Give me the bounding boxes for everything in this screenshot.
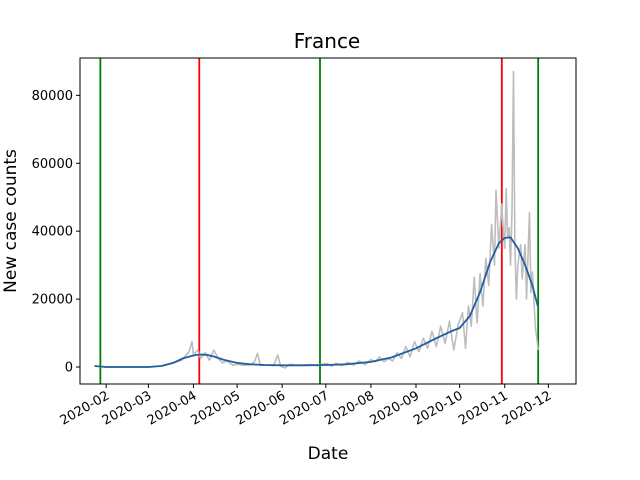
y-tick-label: 20000 xyxy=(32,293,73,308)
x-tick-label: 2020-09 xyxy=(367,388,422,428)
y-axis: 0 20000 40000 60000 80000 xyxy=(32,89,80,376)
x-tick-label: 2020-12 xyxy=(500,388,555,428)
x-tick-label: 2020-08 xyxy=(322,388,377,428)
y-tick-label: 40000 xyxy=(32,225,73,240)
x-tick-label: 2020-05 xyxy=(189,388,244,428)
x-tick-label: 2020-10 xyxy=(411,388,466,428)
y-tick-label: 0 xyxy=(65,361,73,376)
series-line-1 xyxy=(94,236,540,368)
chart-title: France xyxy=(294,29,361,53)
vertical-markers xyxy=(99,58,540,384)
plot-frame xyxy=(79,57,577,385)
x-axis-label: Date xyxy=(308,444,349,464)
y-axis-label: New case counts xyxy=(1,149,21,293)
series-group xyxy=(94,70,540,369)
x-tick-label: 2020-11 xyxy=(456,388,511,428)
y-tick-label: 80000 xyxy=(32,89,73,104)
x-tick-label: 2020-04 xyxy=(145,388,200,428)
x-tick-label: 2020-07 xyxy=(277,388,332,428)
series-line-0 xyxy=(94,70,539,369)
y-tick-label: 60000 xyxy=(32,157,73,172)
x-axis: 2020-022020-032020-042020-052020-062020-… xyxy=(58,384,555,429)
x-tick-label: 2020-06 xyxy=(234,388,289,428)
